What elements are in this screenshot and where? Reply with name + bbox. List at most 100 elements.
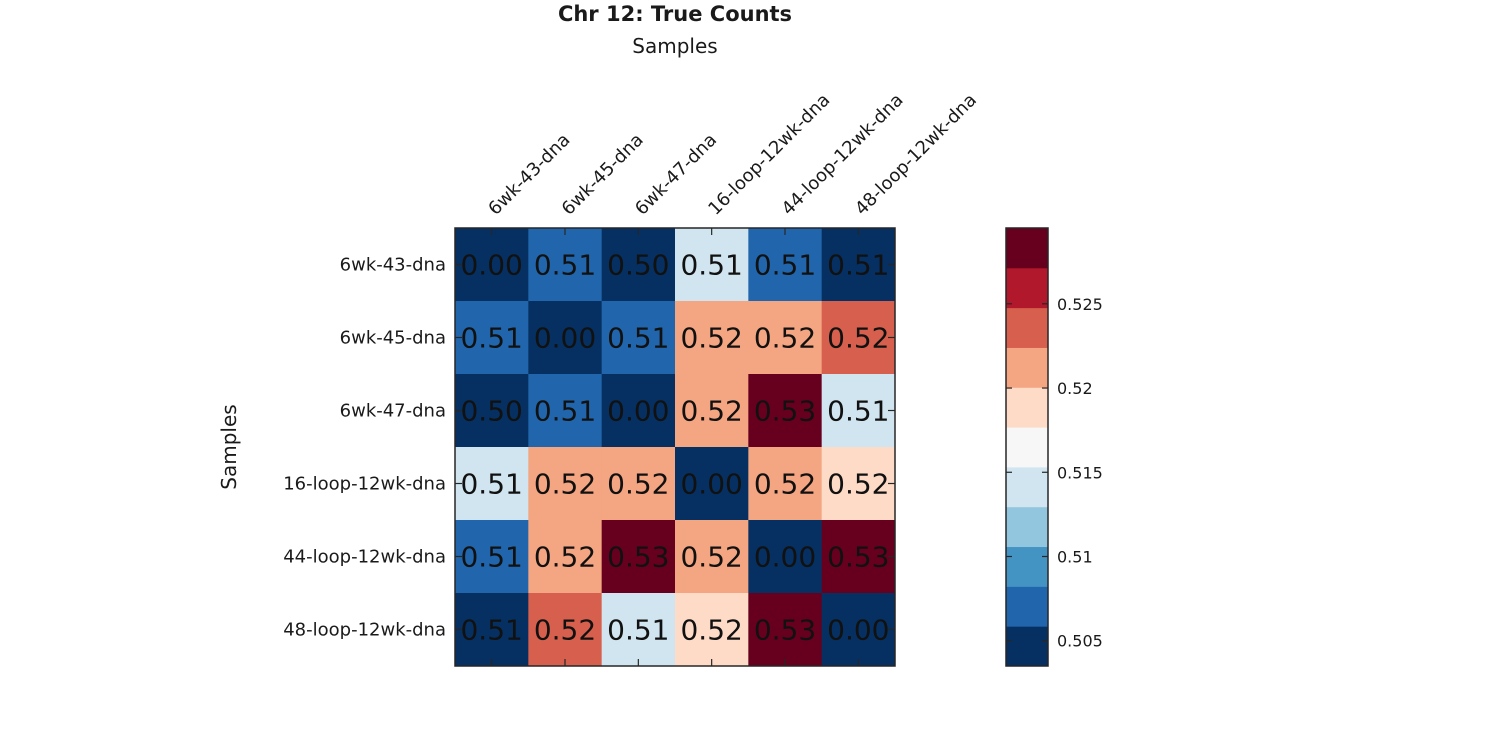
colorbar-tick-label-2: 0.515	[1057, 463, 1103, 482]
cell-label-0-3: 0.51	[680, 249, 742, 282]
cell-label-4-4: 0.00	[754, 541, 816, 574]
colorbar-segment-3	[1006, 506, 1048, 548]
heatmap-cell-4-5	[821, 520, 896, 594]
heatmap-cell-5-4	[748, 593, 823, 667]
x-tick-labels: 6wk-43-dna6wk-45-dna6wk-47-dna16-loop-12…	[484, 90, 981, 220]
heatmap-cell-1-4	[748, 301, 823, 375]
y-tick-label-1: 6wk-45-dna	[340, 328, 446, 349]
cell-label-5-3: 0.52	[680, 614, 742, 647]
heatmap-cell-4-0	[455, 520, 529, 594]
cell-label-5-0: 0.51	[460, 614, 522, 647]
cell-label-2-2: 0.00	[607, 395, 669, 428]
cell-label-4-0: 0.51	[460, 541, 522, 574]
colorbar-frame	[1005, 227, 1049, 667]
heatmap-cells	[455, 228, 896, 667]
heatmap-cell-4-1	[528, 520, 603, 594]
cell-label-5-2: 0.51	[607, 614, 669, 647]
cell-label-4-1: 0.52	[534, 541, 596, 574]
heatmap-cell-3-5	[821, 447, 896, 521]
colorbar-segment-2	[1006, 546, 1048, 587]
cell-label-1-3: 0.52	[680, 322, 742, 355]
heatmap-cell-3-0	[455, 447, 529, 521]
heatmap-cell-3-2	[601, 447, 676, 521]
cell-label-2-3: 0.52	[680, 395, 742, 428]
cell-label-0-5: 0.51	[827, 249, 889, 282]
heatmap-cell-1-5	[821, 301, 896, 375]
heatmap-cell-5-5	[821, 593, 896, 667]
cell-label-4-5: 0.53	[827, 541, 889, 574]
y-tick-label-5: 48-loop-12wk-dna	[283, 620, 446, 641]
cell-label-1-0: 0.51	[460, 322, 522, 355]
heatmap-cell-4-3	[675, 520, 749, 594]
y-tick-label-2: 6wk-47-dna	[340, 401, 446, 422]
cell-label-5-4: 0.53	[754, 614, 816, 647]
cell-label-4-3: 0.52	[680, 541, 742, 574]
colorbar-segment-9	[1006, 267, 1048, 309]
cell-label-3-4: 0.52	[754, 468, 816, 501]
x-tick-label-4: 44-loop-12wk-dna	[778, 90, 908, 220]
cell-label-1-2: 0.51	[607, 322, 669, 355]
cell-label-0-0: 0.00	[460, 249, 522, 282]
colorbar-segment-1	[1006, 586, 1048, 627]
cell-label-1-1: 0.00	[534, 322, 596, 355]
heatmap-cell-0-4	[748, 228, 823, 302]
heatmap-cell-0-3	[675, 228, 749, 302]
cell-label-2-4: 0.53	[754, 395, 816, 428]
cell-label-3-2: 0.52	[607, 468, 669, 501]
heatmap-cell-1-3	[675, 301, 749, 375]
x-tick-label-3: 16-loop-12wk-dna	[704, 90, 834, 220]
heatmap-cell-2-1	[528, 374, 603, 448]
cell-label-1-5: 0.52	[827, 322, 889, 355]
heatmap-cell-2-2	[601, 374, 676, 448]
x-tick-label-5: 48-loop-12wk-dna	[851, 90, 981, 220]
cell-label-5-1: 0.52	[534, 614, 596, 647]
cell-label-3-1: 0.52	[534, 468, 596, 501]
y-axis-label: Samples	[217, 404, 241, 489]
colorbar-segment-10	[1006, 228, 1048, 269]
chart-title: Chr 12: True Counts	[558, 2, 792, 26]
heatmap-cell-0-2	[601, 228, 676, 302]
colorbar-segment-0	[1006, 626, 1048, 667]
plot-frame	[454, 227, 896, 667]
colorbar: 0.505 0.51 0.515 0.52 0.525	[1005, 227, 1103, 667]
cell-label-3-5: 0.52	[827, 468, 889, 501]
heatmap-cell-2-0	[455, 374, 529, 448]
heatmap-cell-4-4	[748, 520, 823, 594]
heatmap-cell-2-5	[821, 374, 896, 448]
heatmap-cell-1-1	[528, 301, 603, 375]
cell-label-3-0: 0.51	[460, 468, 522, 501]
axis-ticks	[455, 228, 895, 666]
heatmap-cell-1-0	[455, 301, 529, 375]
heatmap-cell-5-3	[675, 593, 749, 667]
heatmap-cell-5-2	[601, 593, 676, 667]
heatmap-cell-5-1	[528, 593, 603, 667]
colorbar-segment-7	[1006, 347, 1048, 388]
colorbar-segment-4	[1006, 466, 1048, 508]
heatmap-cell-1-2	[601, 301, 676, 375]
cell-label-1-4: 0.52	[754, 322, 816, 355]
cell-label-3-3: 0.00	[680, 468, 742, 501]
heatmap-cell-0-5	[821, 228, 896, 302]
colorbar-tick-label-1: 0.51	[1057, 548, 1093, 567]
colorbar-segment-6	[1006, 387, 1048, 428]
cell-label-2-0: 0.50	[460, 395, 522, 428]
y-tick-labels: 6wk-43-dna 6wk-45-dna 6wk-47-dna 16-loop-12…	[283, 255, 446, 641]
cell-label-0-2: 0.50	[607, 249, 669, 282]
cell-label-0-1: 0.51	[534, 249, 596, 282]
colorbar-tick-label-3: 0.52	[1057, 379, 1093, 398]
heatmap-cell-3-4	[748, 447, 823, 521]
heatmap-cell-0-0	[455, 228, 529, 302]
colorbar-tick-label-4: 0.525	[1057, 295, 1103, 314]
colorbar-segment-5	[1006, 427, 1048, 468]
heatmap-cell-3-1	[528, 447, 603, 521]
y-tick-label-0: 6wk-43-dna	[340, 255, 446, 276]
heatmap-cell-4-2	[601, 520, 676, 594]
heatmap-cell-3-3	[675, 447, 749, 521]
heatmap-cell-labels: 0.00 0.51 0.50 0.51 0.51 0.51 0.51 0.00 0.51 0.52…	[460, 249, 889, 647]
cell-label-2-1: 0.51	[534, 395, 596, 428]
cell-label-5-5: 0.00	[827, 614, 889, 647]
heatmap-cell-2-4	[748, 374, 823, 448]
colorbar-tick-label-0: 0.505	[1057, 632, 1103, 651]
heatmap-cell-2-3	[675, 374, 749, 448]
